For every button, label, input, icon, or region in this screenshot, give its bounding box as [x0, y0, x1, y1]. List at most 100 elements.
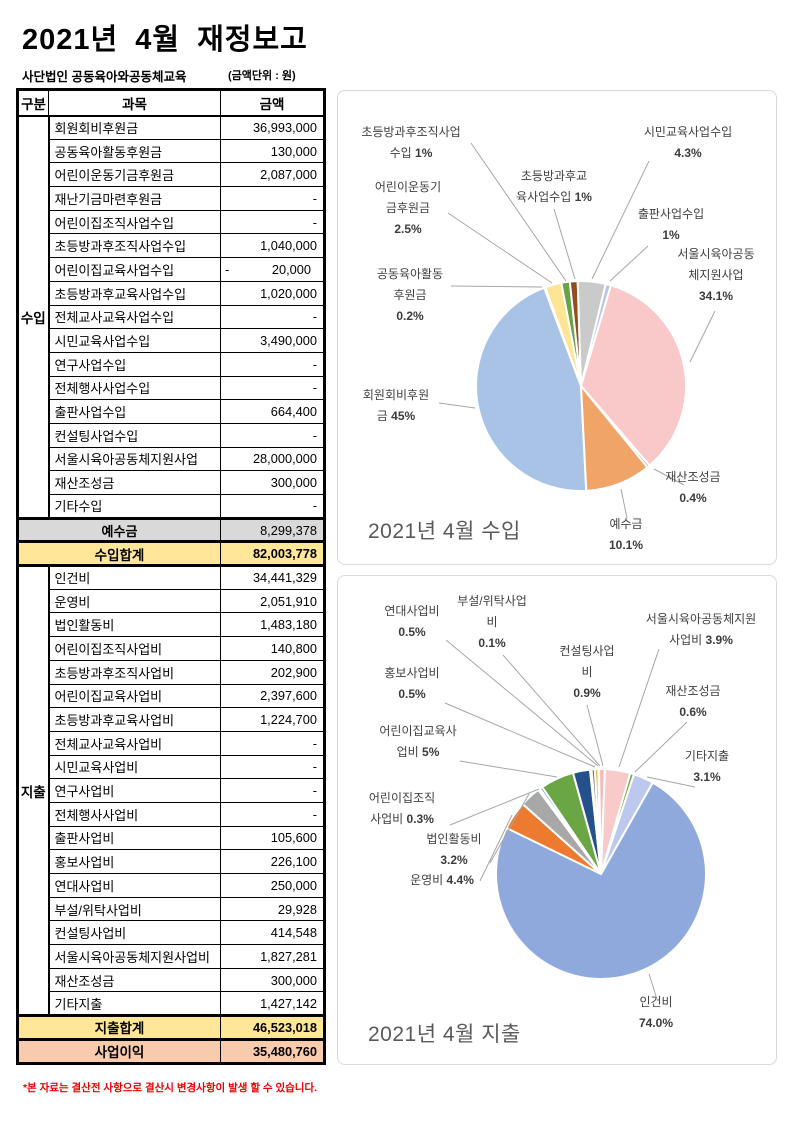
account-name-cell: 홍보사업비: [48, 849, 221, 874]
expense-row: 연대사업비 250,000: [18, 873, 325, 898]
account-name-cell: 부설/위탁사업비: [48, 896, 221, 922]
footnote: *본 자료는 결산전 사항으로 결산시 변경사항이 발생 할 수 있습니다.: [22, 1082, 318, 1094]
pie-slice-7: [579, 284, 688, 468]
account-name-cell: 어린이운동기금후원금: [48, 162, 221, 188]
leader-line: [553, 208, 576, 280]
income-row: 기타수입 -: [18, 494, 325, 519]
table-header-row: 구분 과목 금액: [17, 89, 325, 117]
category-cell: 수입: [17, 115, 50, 519]
data-label: 연대사업비 0.5%: [384, 604, 439, 639]
org-line: 사단법인 공동육아와공동체교육 (금액단위 : 원): [22, 66, 352, 86]
income-row: 시민교육사업수입 3,490,000: [18, 328, 325, 353]
amount-cell: 2,051,910: [220, 588, 325, 614]
data-label: 초등방과후교 육사업수입 1%: [516, 169, 592, 204]
amount-cell: 82,003,778: [220, 540, 325, 568]
amount-cell: 140,800: [220, 636, 325, 661]
leader-line: [438, 402, 476, 409]
summary-name-cell: 수입합계: [17, 540, 221, 568]
amount-cell: 1,427,142: [220, 991, 325, 1017]
expense-row: 연구사업비 -: [18, 778, 325, 803]
leader-line: [591, 160, 650, 280]
amount-cell: -: [220, 494, 325, 519]
account-name-cell: 재난기금마련후원금: [48, 186, 221, 211]
income-chart-title: 2021년 4월 수입: [368, 520, 521, 543]
amount-cell: 2,087,000: [220, 162, 325, 188]
income-row: 연구사업수입 -: [18, 351, 325, 377]
account-name-cell: 초등방과후교육사업비: [48, 707, 221, 732]
amount-cell: -: [220, 351, 325, 377]
expense-row: 시민교육사업비 -: [18, 754, 325, 780]
amount-cell: 29,928: [220, 896, 325, 922]
amount-cell: -: [220, 304, 325, 330]
data-label: 기타지출 3.1%: [685, 749, 729, 784]
pie-slice-9: [579, 383, 649, 492]
expense-row: 어린이집교육사업비 2,397,600: [18, 683, 325, 709]
amount-cell: 28,000,000: [220, 446, 325, 472]
leader-line: [479, 814, 513, 882]
leader-line: [445, 639, 599, 767]
leader-line: [689, 310, 716, 363]
account-name-cell: 시민교육사업수입: [48, 328, 221, 353]
income-row: 출판사업수입 664,400: [18, 399, 325, 424]
amount-cell: 300,000: [220, 967, 325, 993]
amount-cell: -: [220, 778, 325, 803]
income-row: 재산조성금 300,000: [18, 470, 325, 495]
expense-row: 어린이집조직사업비 140,800: [18, 636, 325, 661]
income-row: 전체행사사업수입 -: [18, 375, 325, 401]
data-label: 서울시육아공동체지원 사업비 3.9%: [646, 612, 756, 647]
expense-row: 컨설팅사업비 414,548: [18, 920, 325, 946]
account-name-cell: 초등방과후조직사업수입: [48, 233, 221, 259]
income-pie-chart-panel: 회원회비후원 금 45% 공동육아활동 후원금 0.2% 어린이운동기 금후원금 2.5% 초등…: [337, 90, 777, 565]
data-label: 컨설팅사업 비 0.9%: [559, 644, 614, 700]
account-name-cell: 전체교사교육사업수입: [48, 304, 221, 330]
amount-cell: 1,827,281: [220, 944, 325, 969]
category-cell: 지출: [17, 565, 50, 1017]
amount-cell: 3,490,000: [220, 328, 325, 353]
account-name-cell: 회원회비후원금: [48, 115, 221, 140]
account-name-cell: 전체교사교육사업비: [48, 730, 221, 756]
data-label: 어린이운동기 금후원금 2.5%: [375, 180, 441, 236]
leader-line: [502, 654, 601, 767]
data-label: 재산조성금 0.4%: [665, 470, 720, 505]
expense-row: 초등방과후조직사업비 202,900: [18, 659, 325, 685]
leader-line: [609, 245, 649, 282]
expense-row: 지출 인건비 34,441,329: [17, 565, 325, 1017]
expense-row: 부설/위탁사업비 29,928: [18, 896, 325, 922]
amount-cell: 414,548: [220, 920, 325, 946]
expense-row: 기타지출 1,427,142: [18, 991, 325, 1017]
data-label: 출판사업수입 1%: [638, 207, 704, 242]
account-name-cell: 어린이집조직사업비: [48, 636, 221, 661]
amount-cell: 36,993,000: [220, 115, 325, 140]
amount-cell: -: [220, 209, 325, 235]
amount-cell: 2,397,600: [220, 683, 325, 709]
col-header-category: 구분: [17, 89, 49, 117]
expense-row: 출판사업비 105,600: [18, 825, 325, 851]
amount-cell: 130,000: [220, 138, 325, 164]
leader-line: [653, 468, 685, 486]
data-label: 재산조성금 0.6%: [665, 684, 720, 719]
account-name-cell: 전체행사사업비: [48, 801, 221, 827]
account-name-cell: 시민교육사업비: [48, 754, 221, 780]
summary-name-cell: 사업이익: [17, 1038, 221, 1064]
expense-row: 전체행사사업비 -: [18, 801, 325, 827]
unit-note: (금액단위 : 원): [228, 70, 296, 82]
leader-line: [444, 702, 596, 768]
amount-cell: 8,299,378: [220, 516, 325, 543]
data-label: 서울시육아공동 체지원사업 34.1%: [677, 247, 754, 303]
expense-total-row: 지출합계 46,523,018: [17, 1014, 325, 1041]
income-row: 수입 회원회비후원금 36,993,000: [17, 115, 325, 519]
account-name-cell: 연구사업수입: [48, 351, 221, 377]
amount-cell: -: [220, 801, 325, 827]
amount-cell: 226,100: [220, 849, 325, 874]
pie-slice-14: [600, 773, 655, 875]
account-name-cell: 운영비: [48, 588, 221, 614]
amount-cell: 34,441,329: [220, 565, 325, 590]
pie-slice-0: [495, 781, 707, 980]
amount-cell: 664,400: [220, 399, 325, 424]
amount-cell: 1,040,000: [220, 233, 325, 259]
leader-line: [646, 776, 696, 788]
account-name-cell: 초등방과후조직사업비: [48, 659, 221, 685]
amount-cell: 35,480,760: [220, 1038, 325, 1064]
amount-cell: -: [220, 186, 325, 211]
amount-cell: -: [220, 375, 325, 401]
